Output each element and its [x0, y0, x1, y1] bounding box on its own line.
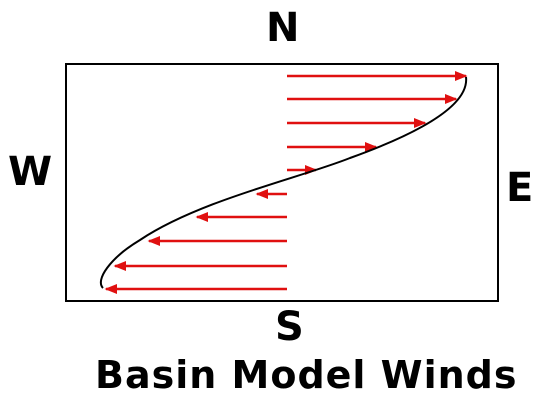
wind-profile-curve [99, 76, 468, 289]
diagram-caption: Basin Model Winds [95, 353, 518, 397]
west-label: W [8, 149, 53, 195]
north-label: N [266, 5, 300, 51]
basin-frame [65, 63, 499, 302]
south-label: S [275, 304, 304, 350]
east-label: E [506, 165, 534, 211]
wind-arrows [104, 71, 468, 294]
